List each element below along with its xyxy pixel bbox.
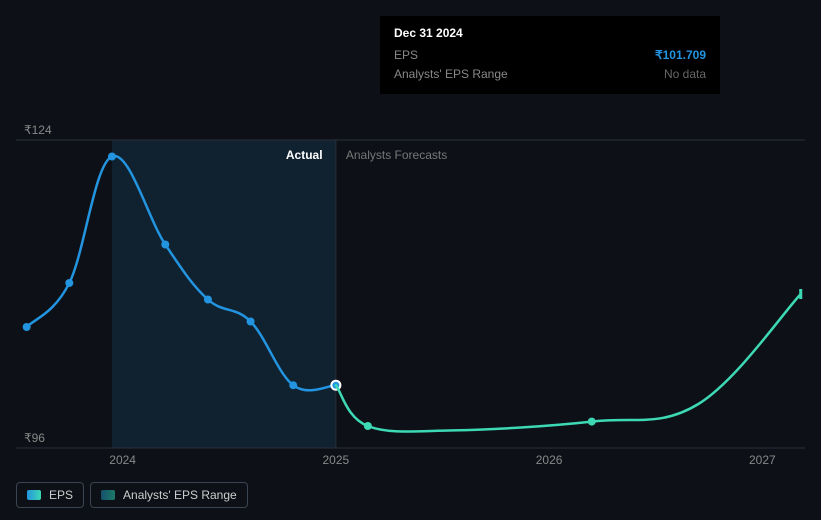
svg-text:2025: 2025 [323, 453, 350, 467]
legend-label: EPS [49, 488, 73, 502]
svg-text:2026: 2026 [536, 453, 563, 467]
svg-text:2027: 2027 [749, 453, 776, 467]
tooltip-date: Dec 31 2024 [394, 26, 706, 40]
chart-legend: EPS Analysts' EPS Range [16, 482, 248, 508]
tooltip-row: Analysts' EPS Range No data [394, 65, 706, 84]
chart-tooltip: Dec 31 2024 EPS₹101.709Analysts' EPS Ran… [380, 16, 720, 94]
svg-text:₹124: ₹124 [24, 123, 52, 137]
legend-item[interactable]: Analysts' EPS Range [90, 482, 248, 508]
section-label-actual: Actual [286, 148, 323, 162]
svg-text:₹96: ₹96 [24, 431, 45, 445]
legend-swatch [27, 490, 41, 500]
tooltip-row-label: EPS [394, 46, 418, 65]
legend-item[interactable]: EPS [16, 482, 84, 508]
legend-swatch [101, 490, 115, 500]
tooltip-row-value: ₹101.709 [655, 46, 706, 65]
tooltip-row: EPS ₹101.709 [394, 46, 706, 65]
eps-chart: ₹124 ₹96 2024 2025 2026 2027 Dec 31 2024 EPS ₹… [0, 0, 821, 520]
tooltip-row-label: Analysts' EPS Range [394, 65, 508, 84]
legend-label: Analysts' EPS Range [123, 488, 237, 502]
tooltip-row-value: No data [664, 65, 706, 84]
svg-text:2024: 2024 [109, 453, 136, 467]
section-label-forecast: Analysts Forecasts [346, 148, 447, 162]
